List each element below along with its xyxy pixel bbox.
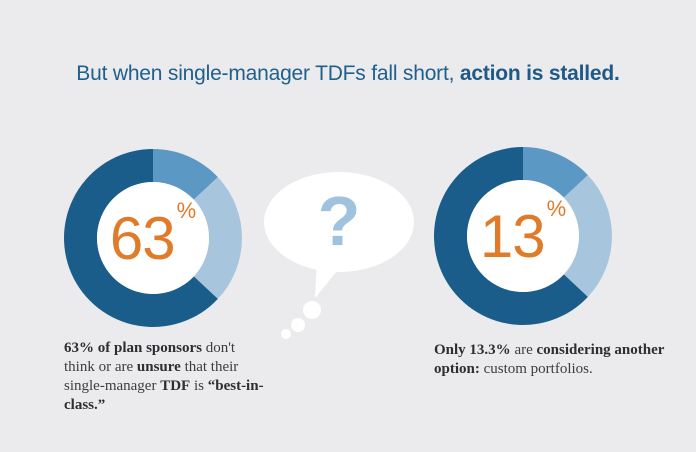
bubble-dot-small bbox=[281, 329, 291, 339]
donut-segment-0 bbox=[434, 147, 588, 325]
donut-segment-2 bbox=[563, 175, 612, 297]
donut-value-left: 63 bbox=[109, 204, 176, 272]
donut-segment-1 bbox=[153, 149, 218, 200]
headline: But when single-manager TDFs fall short,… bbox=[0, 62, 696, 86]
donut-chart-13: 13 % bbox=[433, 146, 613, 331]
caption-left-text-8: is bbox=[190, 378, 208, 394]
headline-normal: But when single-manager TDFs fall short, bbox=[76, 62, 455, 85]
donut-center-right: 13 % bbox=[433, 146, 613, 326]
caption-left: 63% of plan sponsors don't think or are … bbox=[64, 339, 264, 415]
caption-left-bold-7: TDF bbox=[160, 378, 191, 394]
donut-hole bbox=[467, 180, 579, 292]
donut-segment-2 bbox=[193, 177, 242, 299]
caption-right: Only 13.3% are considering another optio… bbox=[434, 341, 684, 379]
caption-right-bold-3: considering another option: bbox=[434, 342, 665, 377]
bubble-tail bbox=[315, 260, 342, 298]
caption-left-bold-9: “best-in-class.” bbox=[64, 378, 264, 413]
bubble-dot-medium bbox=[291, 318, 305, 332]
caption-left-text-4: that their bbox=[180, 359, 239, 375]
donut-unit-right: % bbox=[546, 196, 567, 221]
caption-left-bold-1: 63% of plan sponsors bbox=[64, 340, 202, 356]
donut-center-left: 63 % bbox=[63, 148, 243, 328]
caption-right-text-4: custom portfolios. bbox=[479, 361, 593, 377]
bubble-dot-large bbox=[303, 301, 321, 319]
caption-left-bold-3: unsure bbox=[136, 359, 181, 375]
donut-svg-right bbox=[434, 147, 612, 325]
donut-chart-63: 63 % bbox=[63, 148, 243, 333]
caption-right-text-2: are bbox=[510, 342, 537, 358]
donut-segment-0 bbox=[63, 149, 218, 327]
headline-bold: action is stalled. bbox=[459, 62, 620, 85]
donut-unit-left: % bbox=[176, 198, 197, 223]
donut-hole bbox=[97, 182, 209, 294]
donut-value-right: 13 bbox=[479, 202, 546, 270]
donut-segment-1 bbox=[523, 147, 588, 198]
bubble-body bbox=[264, 172, 414, 272]
donut-svg-left bbox=[63, 149, 242, 327]
caption-left-text-2: don't think or are bbox=[64, 340, 236, 375]
caption-right-bold-1: Only 13.3% bbox=[434, 342, 511, 358]
caption-left-text-5: single-manager bbox=[64, 378, 157, 394]
question-mark-icon: ? bbox=[318, 182, 361, 260]
question-speech-bubble-icon: ? bbox=[262, 170, 422, 355]
